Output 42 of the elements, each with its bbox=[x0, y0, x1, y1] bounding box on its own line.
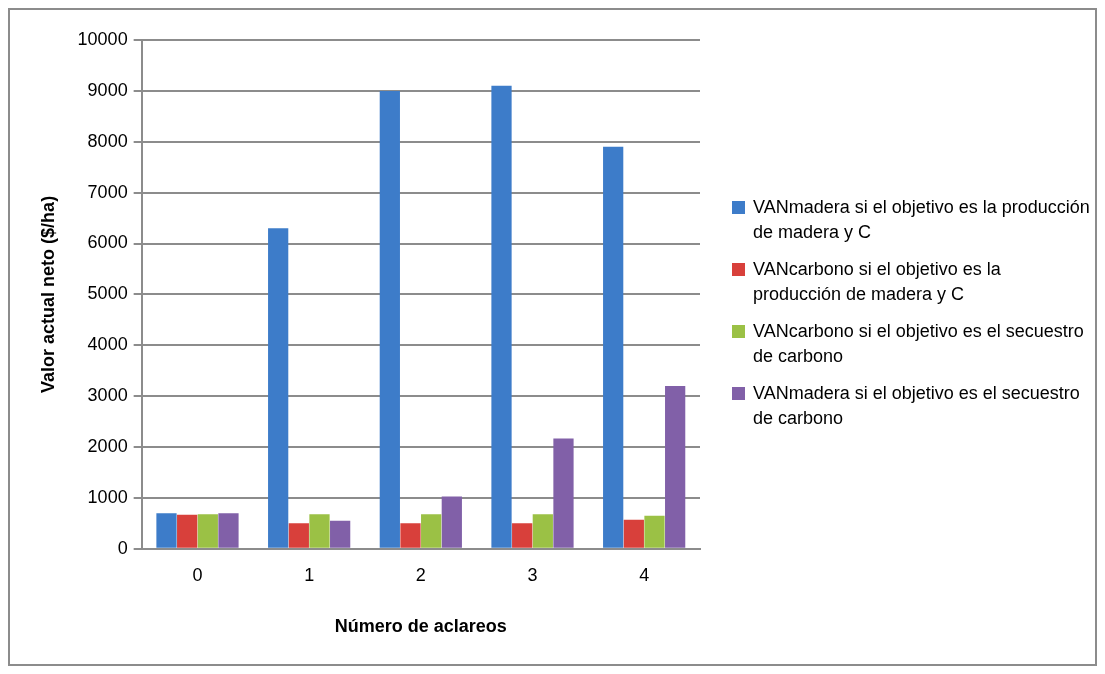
x-tick-label: 3 bbox=[527, 564, 538, 585]
bar bbox=[177, 514, 198, 548]
bar bbox=[553, 438, 574, 548]
legend-label: VANmadera si el objetivo es la producción de madera y C bbox=[753, 196, 1091, 244]
bar bbox=[309, 514, 330, 548]
x-axis-title: Número de aclareos bbox=[334, 616, 507, 637]
y-tick-label: 6000 bbox=[87, 232, 128, 253]
y-tick-label: 10000 bbox=[77, 28, 128, 49]
bar bbox=[197, 514, 218, 548]
bar bbox=[400, 523, 421, 548]
bar bbox=[268, 228, 289, 548]
y-tick-label: 3000 bbox=[87, 385, 128, 406]
bar bbox=[532, 514, 553, 548]
x-tick-label: 2 bbox=[415, 564, 426, 585]
bar bbox=[156, 513, 177, 548]
bar bbox=[218, 513, 239, 548]
bar bbox=[603, 146, 624, 548]
legend-label: VANmadera si el objetivo es el secuestro de carbono bbox=[753, 382, 1081, 430]
bar bbox=[512, 523, 533, 548]
bar bbox=[623, 519, 644, 548]
bar bbox=[288, 523, 309, 548]
y-tick-label: 2000 bbox=[87, 436, 128, 457]
x-tick-label: 4 bbox=[639, 564, 650, 585]
bar bbox=[421, 514, 442, 548]
y-tick-label: 1000 bbox=[87, 486, 128, 507]
bar bbox=[665, 385, 686, 548]
legend-label: VANcarbono si el objetivo es el secuestro de carbono bbox=[753, 320, 1085, 368]
y-tick-label: 7000 bbox=[87, 181, 128, 202]
y-tick-label: 5000 bbox=[87, 283, 128, 304]
x-tick-label: 1 bbox=[304, 564, 315, 585]
bar bbox=[441, 496, 462, 548]
y-tick-label: 4000 bbox=[87, 334, 128, 355]
x-tick-label: 0 bbox=[192, 564, 203, 585]
y-tick-label: 0 bbox=[117, 537, 128, 558]
bar bbox=[330, 520, 351, 548]
y-tick-label: 9000 bbox=[87, 79, 128, 100]
bar bbox=[644, 515, 665, 548]
bar bbox=[491, 85, 512, 548]
bar bbox=[379, 90, 400, 548]
y-tick-label: 8000 bbox=[87, 130, 128, 151]
y-axis-title: Valor actual neto ($/ha) bbox=[37, 195, 58, 393]
legend-label: VANcarbono si el objetivo es la producción de madera y C bbox=[753, 258, 1002, 306]
